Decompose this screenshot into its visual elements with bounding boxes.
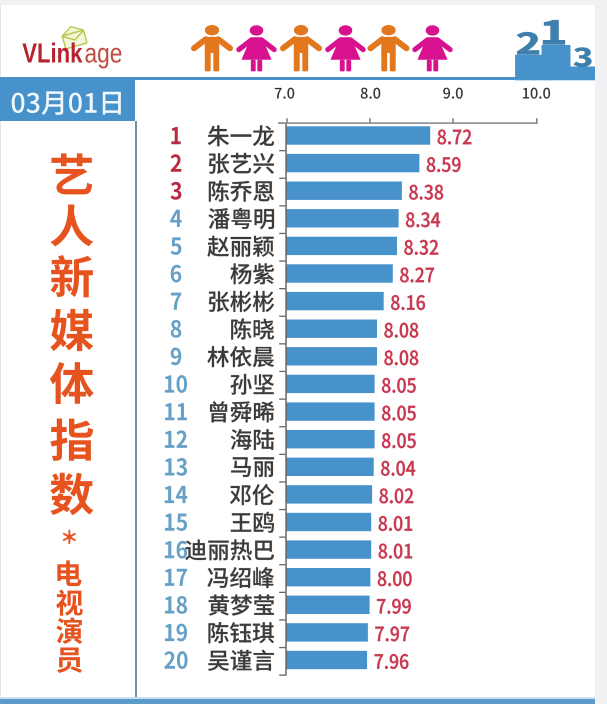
svg-text:VLink: VLink: [22, 38, 82, 69]
svg-text:age: age: [85, 38, 123, 69]
